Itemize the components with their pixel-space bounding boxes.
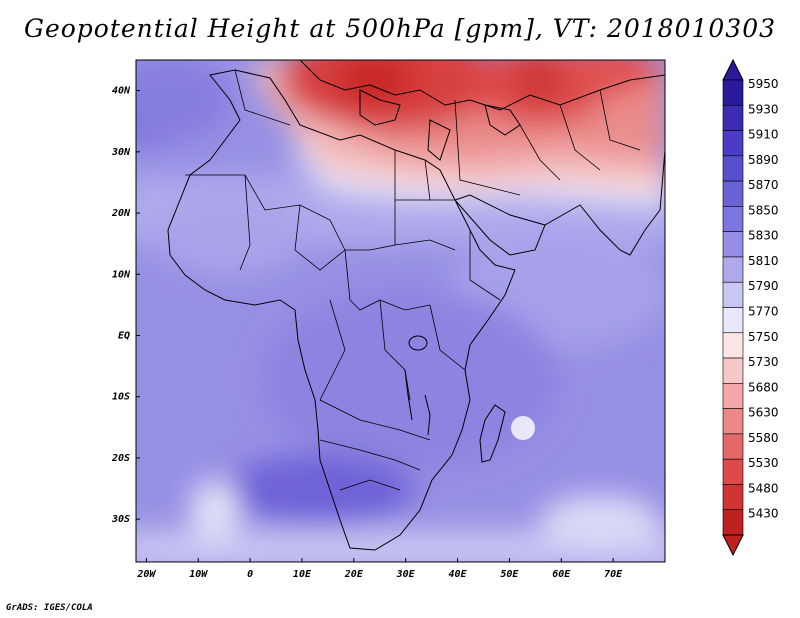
x-tick-label: 10E bbox=[293, 569, 312, 580]
colorbar-swatch bbox=[722, 281, 744, 308]
y-tick-label: 30N bbox=[111, 147, 131, 158]
x-tick-label: 30E bbox=[396, 569, 416, 580]
colorbar-swatch bbox=[722, 256, 744, 283]
x-tick-label: 10W bbox=[189, 569, 208, 580]
colorbar-swatch bbox=[722, 433, 744, 460]
colorbar-swatch bbox=[722, 307, 744, 334]
colorbar: 5950 5930 5910 5890 5870 5850 5830 5810 5790 5770… bbox=[722, 58, 779, 557]
colorbar-top-arrow bbox=[722, 58, 744, 81]
colorbar-label: 5630 bbox=[748, 406, 779, 420]
x-tick-label: 20W bbox=[136, 569, 156, 580]
grads-credit: GrADS: IGES/COLA bbox=[6, 603, 93, 613]
y-axis: 40N 30N 20N 10N EQ 10S 20S 30S bbox=[111, 86, 140, 525]
colorbar-label: 5790 bbox=[748, 279, 779, 293]
x-tick-label: 70E bbox=[604, 569, 623, 580]
colorbar-label: 5830 bbox=[748, 229, 779, 243]
colorbar-label: 5890 bbox=[748, 153, 779, 167]
colorbar-swatch bbox=[722, 458, 744, 485]
colorbar-label: 5810 bbox=[748, 254, 779, 268]
colorbar-label: 5480 bbox=[748, 481, 779, 495]
colorbar-swatch bbox=[722, 383, 744, 409]
colorbar-label: 5730 bbox=[748, 355, 779, 369]
colorbar-swatch bbox=[722, 408, 744, 435]
local-high-marker bbox=[511, 416, 535, 440]
colorbar-swatch bbox=[722, 484, 744, 511]
x-tick-label: 0 bbox=[247, 569, 253, 580]
lakes bbox=[404, 335, 431, 436]
colorbar-label: 5680 bbox=[748, 380, 779, 394]
plot-frame bbox=[135, 59, 666, 563]
colorbar-label: 5850 bbox=[748, 203, 779, 217]
y-tick-label: 10N bbox=[112, 269, 131, 280]
x-tick-label: 20E bbox=[344, 569, 364, 580]
colorbar-label: 5580 bbox=[748, 431, 779, 445]
colorbar-label: 5750 bbox=[748, 330, 779, 344]
y-tick-label: 20S bbox=[111, 453, 130, 464]
x-tick-label: 40E bbox=[449, 569, 468, 580]
colorbar-label: 5930 bbox=[748, 102, 779, 116]
y-tick-label: EQ bbox=[118, 330, 130, 341]
y-tick-label: 10S bbox=[112, 392, 130, 403]
x-tick-label: 60E bbox=[552, 569, 571, 580]
colorbar-bottom-arrow bbox=[722, 534, 744, 557]
colorbar-label: 5870 bbox=[748, 178, 779, 192]
colorbar-swatch bbox=[722, 332, 744, 359]
y-tick-label: 20N bbox=[111, 208, 131, 219]
colorbar-label: 5530 bbox=[748, 456, 779, 470]
colorbar-swatch bbox=[722, 206, 744, 232]
chart-title: Geopotential Height at 500hPa [gpm], VT:… bbox=[23, 14, 777, 43]
colorbar-label: 5770 bbox=[748, 305, 779, 319]
y-tick-label: 40N bbox=[112, 86, 131, 97]
colorbar-swatch bbox=[722, 155, 744, 182]
colorbar-swatch bbox=[722, 104, 744, 131]
height-field bbox=[136, 60, 665, 562]
x-axis: 20W 10W 0 10E 20E 30E 40E 50E 60E 70E bbox=[136, 558, 623, 580]
colorbar-swatch bbox=[722, 180, 744, 207]
colorbar-swatch bbox=[722, 509, 744, 536]
colorbar-swatch bbox=[722, 231, 744, 258]
country-borders bbox=[185, 69, 641, 491]
colorbar-label: 5950 bbox=[748, 77, 779, 91]
colorbar-swatch bbox=[722, 130, 744, 157]
colorbar-label: 5430 bbox=[748, 507, 779, 521]
colorbar-swatch bbox=[722, 79, 744, 106]
x-tick-label: 50E bbox=[500, 569, 519, 580]
y-tick-label: 30S bbox=[111, 514, 130, 525]
colorbar-swatch bbox=[722, 357, 744, 384]
colorbar-label: 5910 bbox=[748, 128, 779, 142]
